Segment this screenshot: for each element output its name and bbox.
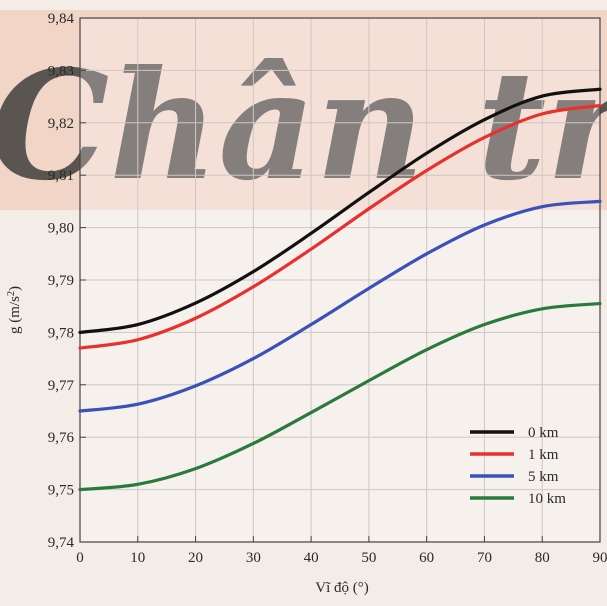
x-axis-label: Vĩ độ (°)	[315, 580, 369, 596]
y-tick-label: 9,83	[48, 63, 74, 79]
y-tick-label: 9,78	[48, 325, 74, 341]
legend-label-1-km: 1 km	[528, 447, 559, 463]
y-tick-label: 9,84	[48, 11, 75, 27]
y-tick-label: 9,77	[48, 378, 75, 394]
x-tick-label: 80	[535, 550, 550, 566]
y-tick-label: 9,75	[48, 483, 74, 499]
y-tick-label: 9,81	[48, 168, 74, 184]
x-tick-label: 30	[246, 550, 261, 566]
y-tick-label: 9,80	[48, 221, 74, 237]
x-tick-label: 50	[361, 550, 376, 566]
y-tick-label: 9,76	[48, 430, 75, 446]
legend-label-10-km: 10 km	[528, 491, 566, 507]
y-tick-label: 9,82	[48, 116, 74, 132]
x-tick-label: 40	[304, 550, 319, 566]
x-tick-label: 0	[76, 550, 84, 566]
legend-label-5-km: 5 km	[528, 469, 559, 485]
y-tick-label: 9,74	[48, 535, 75, 551]
x-tick-label: 60	[419, 550, 434, 566]
x-tick-label: 70	[477, 550, 492, 566]
y-tick-label: 9,79	[48, 273, 74, 289]
x-tick-label: 10	[130, 550, 145, 566]
x-tick-label: 20	[188, 550, 203, 566]
x-tick-label: 90	[593, 550, 607, 566]
legend-label-0-km: 0 km	[528, 425, 559, 441]
plot-area: 0 10 20 30 40 50 60 70 80 90 9,74 9,75 9,76 9,77 9,78 9…	[48, 11, 607, 566]
